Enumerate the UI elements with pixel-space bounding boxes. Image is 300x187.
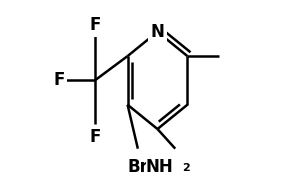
- Text: Br: Br: [128, 158, 148, 176]
- Text: NH: NH: [146, 158, 173, 176]
- Text: N: N: [151, 23, 164, 41]
- Text: F: F: [54, 71, 65, 89]
- Text: F: F: [89, 128, 100, 146]
- Text: 2: 2: [182, 163, 189, 173]
- Text: F: F: [89, 16, 100, 34]
